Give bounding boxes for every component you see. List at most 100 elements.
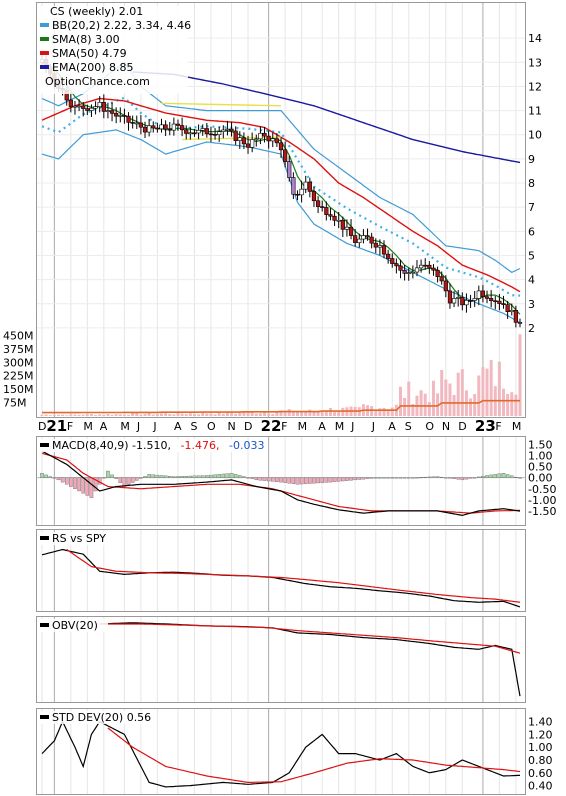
candle-body-92: [419, 264, 424, 269]
volume-bar-6: [65, 415, 69, 416]
candle-body-8: [72, 105, 78, 108]
macd-signal-value: -1.476,: [181, 439, 220, 452]
candle-body-69: [324, 207, 329, 215]
macd-hist-bar-2: [48, 476, 52, 478]
macd-hist-bar-21: [126, 477, 131, 485]
macd-series: [37, 450, 525, 517]
candle-body-79: [365, 235, 370, 238]
candle-body-102: [460, 297, 465, 306]
macd-hist-bar-95: [431, 476, 436, 478]
candle-body-76: [353, 235, 358, 243]
macd-hist-bar-93: [423, 476, 427, 478]
volume-bar-81: [374, 411, 378, 416]
macd-hist-bar-110: [493, 474, 498, 478]
candle-body-106: [476, 290, 481, 299]
y-tick-stddev-1: 1.20: [528, 728, 553, 741]
candle-body-116: [517, 322, 523, 324]
volume-bar-32: [172, 414, 176, 416]
volume-bar-107: [481, 367, 485, 416]
candle-body-74: [344, 226, 350, 230]
candle-body-14: [97, 102, 102, 107]
macd-legend-swatch: [40, 443, 49, 447]
macd-hist-bar-109: [489, 474, 493, 478]
y-tick-volume-0: 450M: [3, 329, 34, 342]
volume-bar-87: [399, 386, 402, 416]
chart-title: CS (weekly) 2.01: [50, 5, 143, 18]
candle-body-54: [262, 132, 267, 137]
volume-bar-11: [85, 413, 89, 416]
macd-hist-bar-59: [283, 477, 287, 483]
candle-body-94: [427, 264, 432, 269]
candle-body-112: [501, 303, 506, 305]
x-label-year-21: 21: [46, 417, 67, 435]
volume-bar-14: [98, 414, 102, 416]
candle-body-97: [439, 276, 444, 282]
macd-hist-bar-35: [184, 476, 188, 478]
macd-hist-bar-44: [221, 473, 226, 478]
macd-hist-bar-8: [73, 477, 77, 489]
x-label-21: S: [405, 420, 412, 433]
rs-legend: RS vs SPY: [38, 532, 118, 545]
candle-body-42: [212, 133, 218, 136]
macd-hist-bar-72: [336, 477, 341, 482]
macd-hist-bar-24: [139, 477, 143, 479]
candle-body-18: [114, 113, 119, 117]
obv-panel: [36, 616, 526, 703]
volume-average-line: [42, 399, 520, 414]
macd-hist-bar-32: [172, 476, 176, 478]
x-label-0: D: [38, 420, 46, 433]
macd-hist-bar-58: [279, 477, 283, 483]
y-tick-price-7: 7: [528, 201, 535, 214]
candle-body-84: [386, 253, 391, 259]
candle-body-26: [147, 125, 152, 133]
volume-bar-61: [291, 412, 295, 416]
x-label-2: F: [67, 420, 73, 433]
macd-hist-bar-7: [69, 477, 73, 487]
macd-hist-bar-94: [427, 476, 432, 478]
macd-hist-bar-57: [275, 477, 279, 482]
candle-body-66: [311, 191, 317, 202]
y-tick-price-3: 3: [528, 298, 535, 311]
volume-bar-9: [77, 414, 81, 416]
macd-hist-bar-86: [394, 477, 399, 479]
macd-hist-bar-85: [390, 477, 395, 479]
candle-body-35: [184, 129, 189, 134]
x-label-6: J: [136, 420, 140, 433]
x-label-10: O: [207, 420, 216, 433]
candle-body-80: [369, 236, 374, 244]
volume-bar-109: [489, 360, 493, 416]
candle-body-83: [381, 245, 387, 255]
candle-body-111: [497, 300, 502, 304]
candle-body-22: [130, 122, 135, 124]
x-label-year-23: 23: [475, 417, 496, 435]
y-tick-macd-1: 1.00: [528, 450, 553, 463]
macd-hist-bar-102: [460, 477, 465, 481]
volume-bar-41: [209, 413, 213, 416]
legend-swatch-ema200: [40, 65, 49, 69]
y-tick-price-10: 10: [528, 129, 542, 142]
legend-swatch-sma50: [40, 51, 49, 55]
macd-hist-bar-46: [229, 473, 234, 478]
macd-hist-bar-3: [52, 477, 57, 479]
macd-hist-bar-47: [233, 474, 238, 478]
macd-hist-bar-36: [188, 475, 193, 478]
volume-bar-85: [390, 407, 394, 416]
candle-body-114: [509, 310, 514, 313]
candle-body-29: [159, 124, 164, 130]
macd-hist-bar-53: [258, 477, 263, 481]
macd-hist-bar-4: [56, 477, 61, 481]
candle-body-7: [68, 99, 73, 107]
obv-label: OBV(20): [52, 619, 98, 632]
macd-hist-bar-101: [456, 477, 460, 480]
x-label-4: A: [100, 420, 108, 433]
macd-hist-bar-78: [361, 477, 366, 480]
volume-bar-10: [81, 414, 85, 416]
volume-bar-1: [44, 414, 48, 416]
volume-bar-44: [221, 413, 225, 416]
candle-body-60: [287, 161, 292, 178]
volume-bar-105: [473, 394, 477, 416]
volume-bar-106: [477, 375, 481, 416]
y-tick-volume-4: 150M: [3, 383, 34, 396]
candle-body-96: [435, 269, 440, 277]
